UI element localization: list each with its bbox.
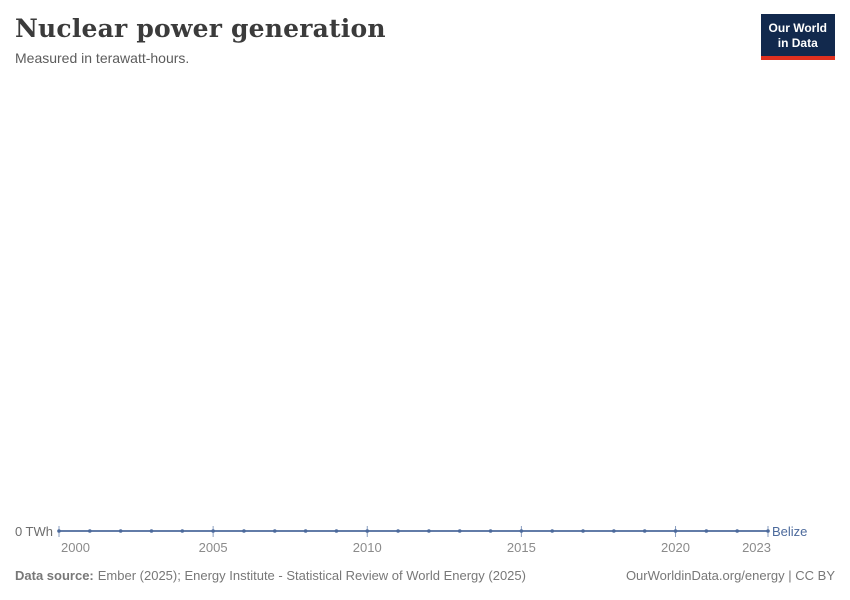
data-point <box>57 529 61 533</box>
y-axis-zero-label: 0 TWh <box>14 524 53 539</box>
data-point <box>673 529 678 533</box>
data-point <box>519 529 524 533</box>
chart-header: Nuclear power generation Measured in ter… <box>15 14 750 67</box>
data-point <box>211 529 215 533</box>
data-source: Data source: Ember (2025); Energy Institu… <box>15 568 526 584</box>
owid-logo-line2: in Data <box>777 36 818 50</box>
x-axis-tick-label: 2005 <box>199 540 228 555</box>
owid-logo[interactable]: Our World in Data <box>760 14 835 60</box>
data-point <box>334 529 339 533</box>
data-point <box>550 529 555 533</box>
chart-footer: Data source: Ember (2025); Energy Institu… <box>15 568 835 584</box>
data-point <box>396 529 400 533</box>
data-point <box>272 529 277 533</box>
attribution-link[interactable]: OurWorldinData.org/energy | CC BY <box>625 568 835 583</box>
data-point <box>581 529 585 533</box>
data-point <box>612 529 616 533</box>
data-point <box>180 529 185 533</box>
x-axis-tick-label: 2023 <box>742 540 771 555</box>
data-point <box>149 529 154 533</box>
data-point <box>88 529 92 533</box>
x-axis-tick-label: 2020 <box>661 540 690 555</box>
data-source-label: Data source: <box>15 568 94 583</box>
x-axis-tick-label: 2010 <box>353 540 382 555</box>
data-point <box>303 529 308 533</box>
x-axis-tick-label: 2000 <box>61 540 90 555</box>
data-point <box>766 529 770 533</box>
data-point <box>735 529 739 533</box>
chart-subtitle: Measured in terawatt-hours. <box>15 50 190 66</box>
x-axis-tick-label: 2015 <box>507 540 536 555</box>
data-source-text: Ember (2025); Energy Institute - Statist… <box>97 568 526 583</box>
series-label-belize[interactable]: Belize <box>772 524 808 539</box>
data-point <box>704 529 709 533</box>
page-title: Nuclear power generation <box>15 14 386 43</box>
data-point <box>242 529 246 533</box>
data-point <box>642 529 647 533</box>
data-point <box>457 529 462 533</box>
owid-logo-line1: Our World <box>768 21 827 35</box>
data-point <box>365 529 370 533</box>
data-point <box>488 529 493 533</box>
data-point <box>118 529 123 533</box>
data-point <box>427 529 431 533</box>
